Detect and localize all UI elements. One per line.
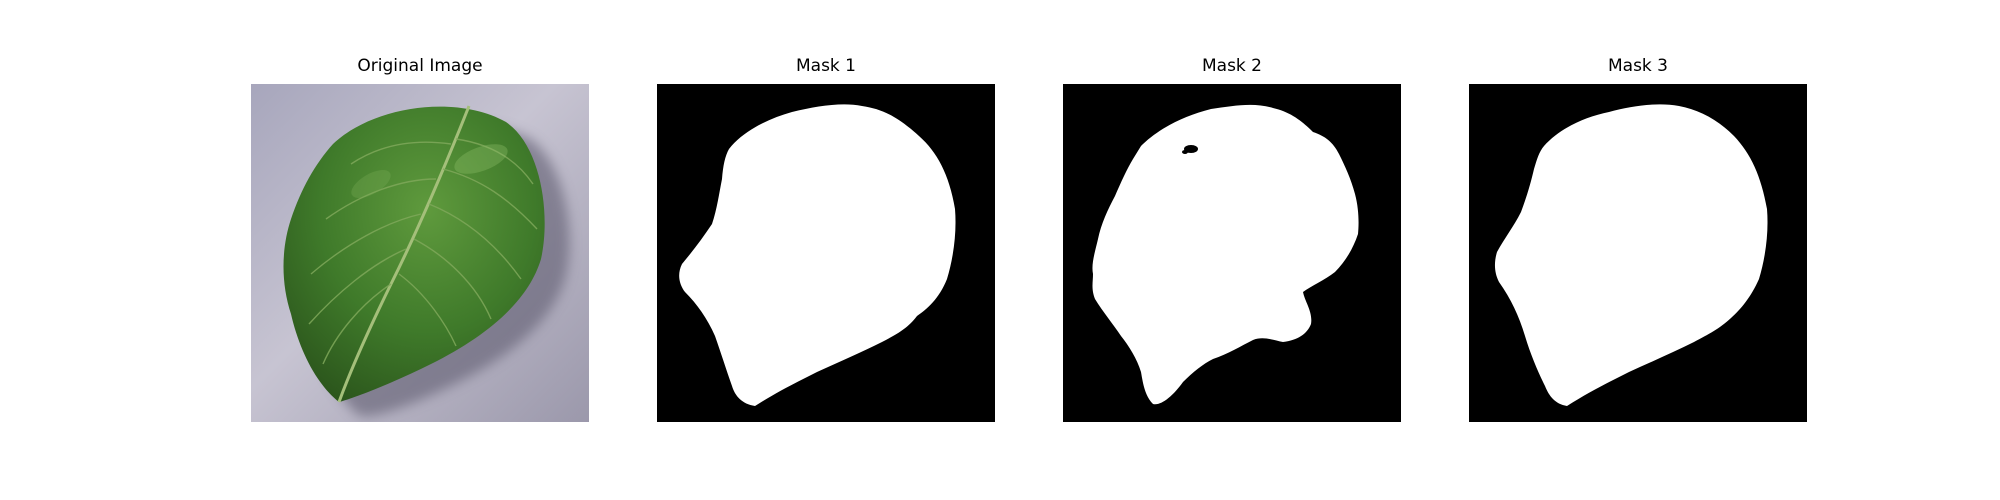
panel-title: Mask 2 [1201,56,1262,76]
mask-1-image [657,84,995,422]
panel-title: Original Image [357,56,483,76]
mask-3-image [1469,84,1807,422]
mask-2-image [1063,84,1401,422]
panel-title: Mask 3 [1607,56,1668,76]
panel-title: Mask 1 [795,56,856,76]
original-leaf-photo [251,84,589,422]
